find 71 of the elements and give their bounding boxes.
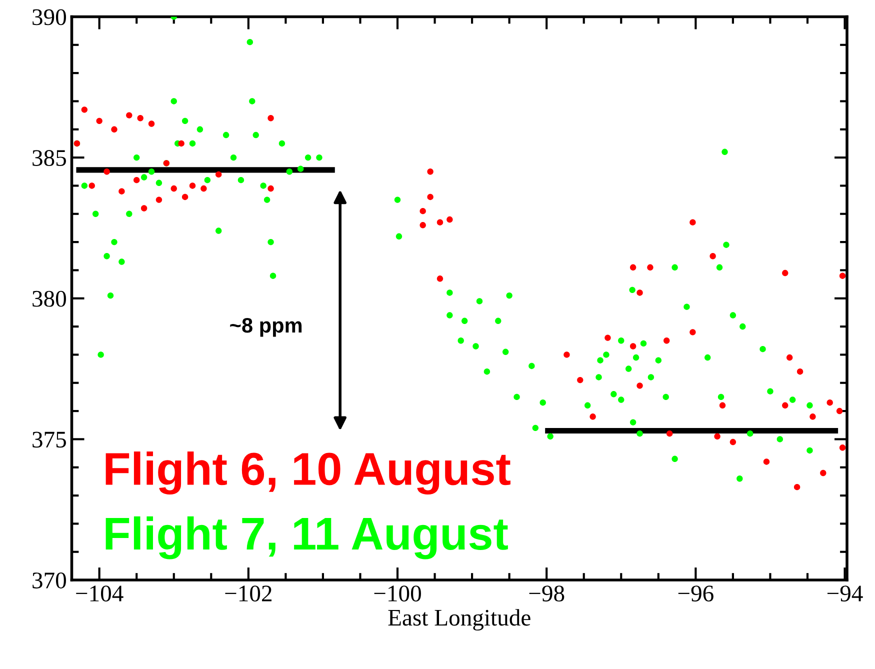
point xyxy=(170,185,177,192)
point xyxy=(126,112,132,118)
point xyxy=(420,222,426,228)
point xyxy=(200,185,207,192)
point xyxy=(782,402,788,409)
point xyxy=(820,470,826,476)
point xyxy=(839,444,846,451)
x-tick-label: −94 xyxy=(827,586,863,602)
point xyxy=(156,196,162,203)
point xyxy=(590,414,596,420)
point xyxy=(690,329,696,336)
point xyxy=(794,484,800,490)
point xyxy=(630,343,636,350)
x-tick-label: −100 xyxy=(374,586,421,602)
x-axis-title: East Longitude xyxy=(388,609,530,631)
point xyxy=(839,272,846,279)
point xyxy=(140,205,148,212)
point xyxy=(137,115,144,122)
y-tick-label: 390 xyxy=(32,9,66,26)
point xyxy=(730,438,736,446)
point xyxy=(104,168,110,175)
point xyxy=(88,182,95,189)
point xyxy=(664,338,670,344)
y-tick-label: 385 xyxy=(32,150,66,166)
point xyxy=(564,352,570,358)
point xyxy=(81,106,88,113)
x-tick-label: −102 xyxy=(225,586,272,602)
point xyxy=(436,219,444,226)
y-tick-label: 380 xyxy=(32,290,66,307)
x-tick-label: −98 xyxy=(529,586,564,602)
point xyxy=(420,208,426,214)
point xyxy=(630,264,636,270)
series-label: Flight 6, 10 August xyxy=(106,452,510,494)
point xyxy=(604,334,611,341)
point xyxy=(836,408,843,414)
point xyxy=(189,182,196,189)
point xyxy=(148,120,155,127)
point xyxy=(446,216,453,223)
point xyxy=(133,176,140,184)
point xyxy=(690,219,696,226)
point xyxy=(577,376,584,384)
y-tick-label: 370 xyxy=(32,572,66,588)
series-label: Flight 7, 11 August xyxy=(106,516,508,560)
point xyxy=(666,430,673,437)
point xyxy=(636,290,643,296)
point xyxy=(427,168,434,175)
point xyxy=(436,276,444,282)
point xyxy=(268,115,274,122)
point xyxy=(647,264,654,270)
x-tick-label: −104 xyxy=(76,586,124,602)
point xyxy=(763,458,770,465)
point xyxy=(719,402,726,409)
y-tick-label: 375 xyxy=(32,432,66,448)
x-tick-label: −96 xyxy=(678,586,714,602)
point xyxy=(796,368,804,375)
point xyxy=(714,433,720,440)
point xyxy=(268,185,274,192)
point xyxy=(96,118,102,124)
point xyxy=(215,171,222,178)
point xyxy=(178,140,184,147)
point xyxy=(810,414,816,420)
point xyxy=(111,126,118,132)
point xyxy=(427,194,434,200)
point xyxy=(182,194,188,200)
point xyxy=(782,270,788,276)
point xyxy=(786,354,793,361)
annotation: ~8 ppm xyxy=(230,318,302,337)
point xyxy=(710,253,716,260)
point xyxy=(826,399,833,406)
point xyxy=(118,188,125,194)
point xyxy=(636,382,643,389)
